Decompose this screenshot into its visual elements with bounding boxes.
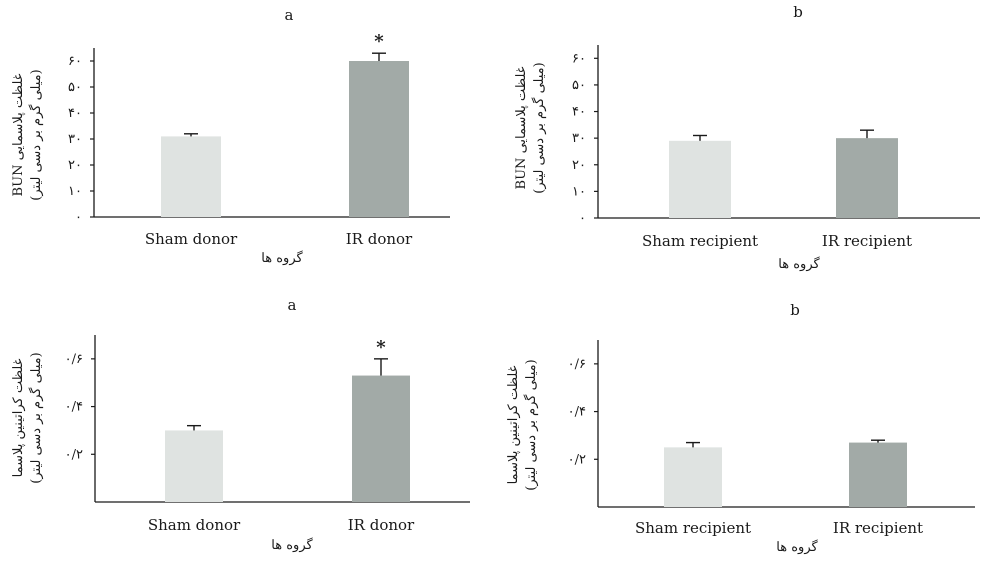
- panel-4-y-tick-label: ۰/۲: [568, 452, 586, 467]
- panel-1-category-label-1: Sham donor: [145, 230, 238, 248]
- panel-4-category-label-1: Sham recipient: [635, 519, 751, 537]
- panel-3-y-tick-label: ۰/۲: [65, 447, 83, 462]
- panel-2-category-label-2: IR recipient: [822, 232, 912, 250]
- panel-2-y-axis-unit: (میلی گرم بر دسی لیتر): [531, 62, 547, 193]
- panel-1-y-tick-label: ۲۰: [68, 158, 82, 173]
- panel-1-bar-1: [161, 136, 221, 217]
- panel-1-y-tick-label: ۳۰: [68, 132, 82, 147]
- panel-3-category-label-1: Sham donor: [148, 516, 241, 534]
- panel-3-y-tick-label: ۰/۴: [65, 400, 83, 415]
- panel-2-letter: b: [793, 3, 803, 21]
- panel-2-y-tick-label: ۴۰: [572, 105, 586, 120]
- panel-2-y-tick-label: ۶۰: [572, 51, 586, 66]
- panel-3-letter: a: [288, 296, 297, 314]
- panel-4-y-axis-unit: (میلی گرم بر دسی لیتر): [523, 359, 539, 490]
- panel-3-bar-2: [352, 375, 410, 502]
- panel-4-y-tick-label: ۰/۶: [568, 357, 586, 372]
- panel-2-x-axis-title: گروه ها: [778, 256, 820, 272]
- panel-3-y-axis-unit: (میلی گرم بر دسی لیتر): [28, 352, 44, 483]
- panel-2-y-axis-title: غلظت پلاسمایی BUN: [514, 66, 529, 189]
- panel-3-category-label-2: IR donor: [348, 516, 415, 534]
- panel-1-y-tick-label: ۴۰: [68, 106, 82, 121]
- panel-1-y-tick-label: ۶۰: [68, 54, 82, 69]
- panel-3-significance-mark: *: [376, 337, 386, 358]
- panel-1-y-tick-label: ۰: [75, 210, 82, 225]
- panel-4-bar-1: [664, 447, 722, 507]
- panel-4-category-label-2: IR recipient: [833, 519, 923, 537]
- panel-2-category-label-1: Sham recipient: [642, 232, 758, 250]
- panel-2-bar-2: [836, 138, 898, 218]
- panel-3-y-tick-label: ۰/۶: [65, 352, 83, 367]
- panel-1-category-label-2: IR donor: [346, 230, 413, 248]
- panel-3-x-axis-title: گروه ها: [271, 537, 313, 553]
- panel-4-y-axis-title: غلظت کراتینین پلاسما: [506, 365, 521, 484]
- panel-1-significance-mark: *: [374, 31, 384, 52]
- panel-3-bar-1: [165, 430, 223, 502]
- panel-4-letter: b: [790, 301, 800, 319]
- panel-3-y-axis-title: غلظت کراتینین پلاسما: [11, 358, 26, 477]
- panel-1-letter: a: [285, 6, 294, 24]
- panel-1-y-axis-unit: (میلی گرم بر دسی لیتر): [28, 69, 44, 200]
- panel-2-bar-1: [669, 140, 731, 218]
- panel-1-y-tick-label: ۱۰: [68, 184, 82, 199]
- panel-1-bar-2: [349, 61, 409, 217]
- panel-1-x-axis-title: گروه ها: [261, 250, 303, 266]
- panel-1-y-tick-label: ۵۰: [68, 80, 82, 95]
- panel-2-y-tick-label: ۵۰: [572, 78, 586, 93]
- panel-4-y-tick-label: ۰/۴: [568, 405, 586, 420]
- panel-2-y-tick-label: ۳۰: [572, 131, 586, 146]
- panel-2-y-tick-label: ۰: [579, 211, 586, 226]
- panel-2-y-tick-label: ۱۰: [572, 184, 586, 199]
- panel-4-x-axis-title: گروه ها: [776, 539, 818, 555]
- panel-2-y-tick-label: ۲۰: [572, 158, 586, 173]
- panel-4-bar-2: [849, 442, 907, 507]
- panel-1-y-axis-title: غلظت پلاسمایی BUN: [11, 73, 26, 196]
